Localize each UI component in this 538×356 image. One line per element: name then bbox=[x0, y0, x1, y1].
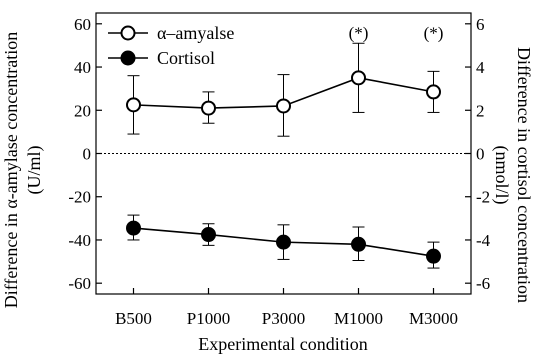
significance-annotation: (*) bbox=[349, 23, 369, 42]
y-tick-label-left: 40 bbox=[74, 58, 91, 77]
y-tick-label-right: 6 bbox=[476, 15, 485, 34]
x-tick-label: M1000 bbox=[334, 309, 383, 328]
y-axis-label-right-line2: (nmol/l) bbox=[491, 146, 512, 205]
amylase-point bbox=[426, 84, 441, 100]
y-tick-label-left: -60 bbox=[68, 274, 91, 293]
y-tick-label-right: 2 bbox=[476, 101, 485, 120]
amylase-point bbox=[351, 70, 366, 86]
amylase-point bbox=[126, 97, 141, 113]
y-axis-label-left-line2: (U/ml) bbox=[24, 146, 45, 195]
legend-marker-cortisol bbox=[120, 50, 136, 66]
x-axis-label: Experimental condition bbox=[198, 334, 367, 354]
y-tick-label-right: -4 bbox=[476, 231, 491, 250]
legend: α–amyalse Cortisol bbox=[108, 23, 234, 68]
y-tick-label-right: 4 bbox=[476, 58, 485, 77]
x-tick-label: P1000 bbox=[187, 309, 230, 328]
x-tick-label: M3000 bbox=[409, 309, 458, 328]
y-tick-label-right: -6 bbox=[476, 274, 490, 293]
legend-marker-amylase bbox=[120, 25, 136, 41]
cortisol-point bbox=[276, 234, 291, 250]
y-tick-label-left: 60 bbox=[74, 15, 91, 34]
legend-label-amylase: α–amyalse bbox=[157, 23, 234, 43]
y-axis-label-right-line1: Difference in cortisol concentration bbox=[514, 47, 534, 303]
amylase-point bbox=[276, 98, 291, 114]
y-tick-label-left: -20 bbox=[68, 188, 91, 207]
y-tick-label-right: 0 bbox=[476, 145, 485, 164]
cortisol-point bbox=[426, 248, 441, 264]
amylase-point bbox=[201, 100, 216, 116]
cortisol-point bbox=[201, 227, 216, 243]
x-tick-label: B500 bbox=[115, 309, 152, 328]
y-axis-label-left-line1: Difference in α-amylase concentration bbox=[1, 32, 21, 308]
y-tick-label-left: 0 bbox=[83, 145, 92, 164]
y-tick-label-left: -40 bbox=[68, 231, 91, 250]
significance-annotation: (*) bbox=[424, 23, 444, 42]
y-tick-label-left: 20 bbox=[74, 101, 91, 120]
cortisol-point bbox=[351, 236, 366, 252]
y-tick-label-right: -2 bbox=[476, 188, 490, 207]
legend-label-cortisol: Cortisol bbox=[157, 48, 215, 68]
x-tick-label: P3000 bbox=[262, 309, 305, 328]
cortisol-point bbox=[126, 220, 141, 236]
